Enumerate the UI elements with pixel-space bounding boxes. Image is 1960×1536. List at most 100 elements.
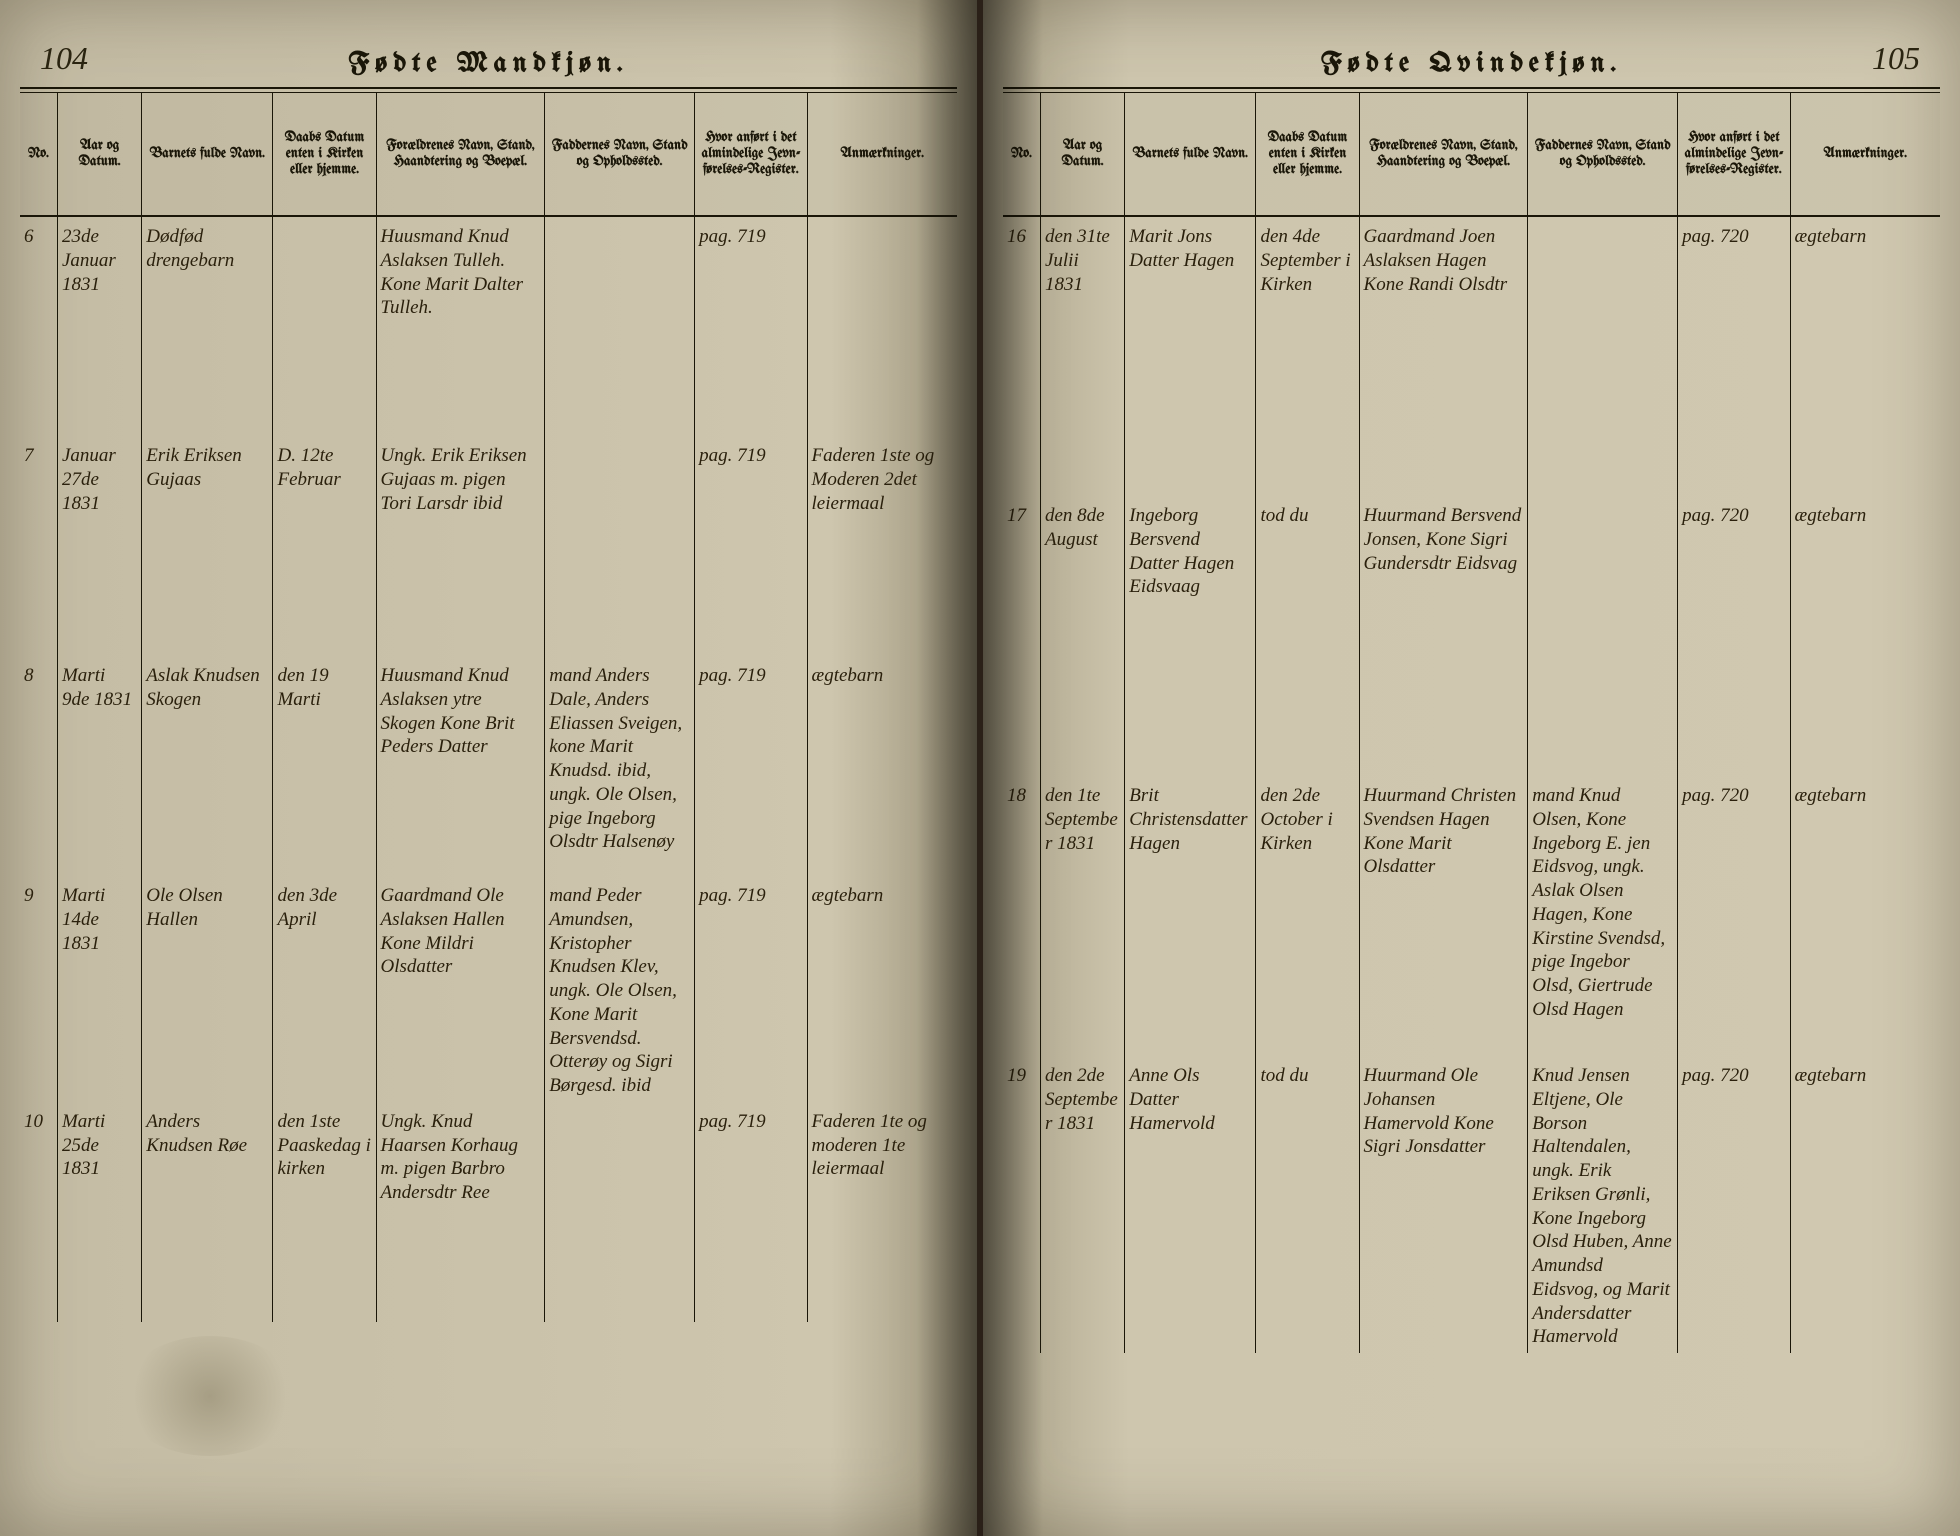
cell-sponsors: mand Peder Amundsen, Kristopher Knudsen … xyxy=(545,876,695,1102)
col-date: Aar og Datum. xyxy=(1040,93,1124,216)
col-sponsors: Faddernes Navn, Stand og Opholdssted. xyxy=(1528,93,1678,216)
col-date: Aar og Datum. xyxy=(57,93,141,216)
col-register: Hvor anført i det almindelige Jevn-førel… xyxy=(695,93,807,216)
cell-parents: Huurmand Christen Svendsen Hagen Kone Ma… xyxy=(1359,776,1528,1056)
col-register: Hvor anført i det almindelige Jevn-førel… xyxy=(1678,93,1790,216)
cell-baptism: den 19 Marti xyxy=(273,656,376,876)
cell-sponsors: mand Anders Dale, Anders Eliassen Sveige… xyxy=(545,656,695,876)
table-row: 19 den 2de September 1831 Anne Ols Datte… xyxy=(1003,1056,1940,1353)
cell-parents: Huurmand Bersvend Jonsen, Kone Sigri Gun… xyxy=(1359,496,1528,776)
cell-parents: Ungk. Knud Haarsen Korhaug m. pigen Barb… xyxy=(376,1102,545,1322)
cell-remarks: ægtebarn xyxy=(807,656,957,876)
cell-register: pag. 719 xyxy=(695,656,807,876)
left-heading: Fødte Mandkjøn. xyxy=(20,50,957,79)
cell-remarks: ægtebarn xyxy=(1790,216,1940,496)
cell-parents: Gaardmand Joen Aslaksen Hagen Kone Randi… xyxy=(1359,216,1528,496)
cell-sponsors xyxy=(545,216,695,436)
church-register-book: 104 Fødte Mandkjøn. No. Aar og Datum. Ba… xyxy=(0,0,1960,1536)
left-page-number: 104 xyxy=(40,40,88,77)
cell-sponsors xyxy=(545,1102,695,1322)
cell-parents: Ungk. Erik Eriksen Gujaas m. pigen Tori … xyxy=(376,436,545,656)
right-page: 105 Fødte Qvindekjøn. No. Aar og Datum. … xyxy=(981,0,1960,1536)
cell-name: Dødfød drengebarn xyxy=(142,216,273,436)
col-sponsors: Faddernes Navn, Stand og Opholdssted. xyxy=(545,93,695,216)
cell-parents: Huusmand Knud Aslaksen ytre Skogen Kone … xyxy=(376,656,545,876)
cell-remarks: ægtebarn xyxy=(1790,496,1940,776)
right-page-number: 105 xyxy=(1872,40,1920,77)
table-row: 18 den 1te September 1831 Brit Christens… xyxy=(1003,776,1940,1056)
cell-register: pag. 719 xyxy=(695,436,807,656)
col-remarks: Anmærkninger. xyxy=(1790,93,1940,216)
col-baptism: Daabs Datum enten i Kirken eller hjemme. xyxy=(273,93,376,216)
col-baptism: Daabs Datum enten i Kirken eller hjemme. xyxy=(1256,93,1359,216)
cell-register: pag. 720 xyxy=(1678,776,1790,1056)
cell-sponsors: mand Knud Olsen, Kone Ingeborg E. jen Ei… xyxy=(1528,776,1678,1056)
col-no: No. xyxy=(1003,93,1040,216)
cell-register: pag. 719 xyxy=(695,216,807,436)
cell-register: pag. 720 xyxy=(1678,216,1790,496)
col-parents: Forældrenes Navn, Stand, Haandtering og … xyxy=(1359,93,1528,216)
col-name: Barnets fulde Navn. xyxy=(142,93,273,216)
cell-parents: Gaardmand Ole Aslaksen Hallen Kone Mildr… xyxy=(376,876,545,1102)
cell-parents: Huusmand Knud Aslaksen Tulleh. Kone Mari… xyxy=(376,216,545,436)
cell-parents: Huurmand Ole Johansen Hamervold Kone Sig… xyxy=(1359,1056,1528,1353)
cell-date: Januar 27de 1831 xyxy=(57,436,141,656)
col-name: Barnets fulde Navn. xyxy=(1125,93,1256,216)
cell-date: den 8de August xyxy=(1040,496,1124,776)
cell-no: 16 xyxy=(1003,216,1040,496)
table-row: 10 Marti 25de 1831 Anders Knudsen Røe de… xyxy=(20,1102,957,1322)
cell-no: 6 xyxy=(20,216,57,436)
cell-register: pag. 720 xyxy=(1678,496,1790,776)
cell-name: Ingeborg Bersvend Datter Hagen Eidsvaag xyxy=(1125,496,1256,776)
cell-baptism: den 4de September i Kirken xyxy=(1256,216,1359,496)
cell-date: Marti 14de 1831 xyxy=(57,876,141,1102)
cell-register: pag. 719 xyxy=(695,1102,807,1322)
cell-no: 18 xyxy=(1003,776,1040,1056)
cell-baptism: tod du xyxy=(1256,1056,1359,1353)
right-heading: Fødte Qvindekjøn. xyxy=(1003,50,1940,79)
header-row: No. Aar og Datum. Barnets fulde Navn. Da… xyxy=(1003,93,1940,216)
col-remarks: Anmærkninger. xyxy=(807,93,957,216)
cell-date: Marti 25de 1831 xyxy=(57,1102,141,1322)
cell-remarks: ægtebarn xyxy=(1790,776,1940,1056)
cell-date: den 1te September 1831 xyxy=(1040,776,1124,1056)
table-row: 6 23de Januar 1831 Dødfød drengebarn Huu… xyxy=(20,216,957,436)
cell-remarks: ægtebarn xyxy=(807,876,957,1102)
cell-baptism: D. 12te Februar xyxy=(273,436,376,656)
left-register-table: No. Aar og Datum. Barnets fulde Navn. Da… xyxy=(20,93,957,1322)
cell-register: pag. 720 xyxy=(1678,1056,1790,1353)
cell-sponsors xyxy=(545,436,695,656)
cell-baptism: den 1ste Paaskedag i kirken xyxy=(273,1102,376,1322)
cell-no: 7 xyxy=(20,436,57,656)
cell-sponsors xyxy=(1528,496,1678,776)
cell-name: Marit Jons Datter Hagen xyxy=(1125,216,1256,496)
cell-name: Ole Olsen Hallen xyxy=(142,876,273,1102)
cell-name: Anders Knudsen Røe xyxy=(142,1102,273,1322)
col-parents: Forældrenes Navn, Stand, Haandtering og … xyxy=(376,93,545,216)
cell-no: 17 xyxy=(1003,496,1040,776)
cell-remarks xyxy=(807,216,957,436)
cell-baptism: tod du xyxy=(1256,496,1359,776)
cell-no: 9 xyxy=(20,876,57,1102)
left-body: 6 23de Januar 1831 Dødfød drengebarn Huu… xyxy=(20,216,957,1322)
cell-baptism: den 2de October i Kirken xyxy=(1256,776,1359,1056)
cell-baptism: den 3de April xyxy=(273,876,376,1102)
cell-date: den 2de September 1831 xyxy=(1040,1056,1124,1353)
cell-no: 19 xyxy=(1003,1056,1040,1353)
cell-name: Brit Christensdatter Hagen xyxy=(1125,776,1256,1056)
cell-sponsors: Knud Jensen Eltjene, Ole Borson Haltenda… xyxy=(1528,1056,1678,1353)
header-row: No. Aar og Datum. Barnets fulde Navn. Da… xyxy=(20,93,957,216)
cell-remarks: ægtebarn xyxy=(1790,1056,1940,1353)
left-page: 104 Fødte Mandkjøn. No. Aar og Datum. Ba… xyxy=(0,0,981,1536)
table-row: 8 Marti 9de 1831 Aslak Knudsen Skogen de… xyxy=(20,656,957,876)
cell-remarks: Faderen 1ste og Moderen 2det leiermaal xyxy=(807,436,957,656)
table-row: 16 den 31te Julii 1831 Marit Jons Datter… xyxy=(1003,216,1940,496)
right-register-table: No. Aar og Datum. Barnets fulde Navn. Da… xyxy=(1003,93,1940,1353)
cell-sponsors xyxy=(1528,216,1678,496)
cell-register: pag. 719 xyxy=(695,876,807,1102)
cell-remarks: Faderen 1te og moderen 1te leiermaal xyxy=(807,1102,957,1322)
cell-no: 10 xyxy=(20,1102,57,1322)
page-stain xyxy=(120,1336,300,1456)
table-row: 17 den 8de August Ingeborg Bersvend Datt… xyxy=(1003,496,1940,776)
table-row: 9 Marti 14de 1831 Ole Olsen Hallen den 3… xyxy=(20,876,957,1102)
